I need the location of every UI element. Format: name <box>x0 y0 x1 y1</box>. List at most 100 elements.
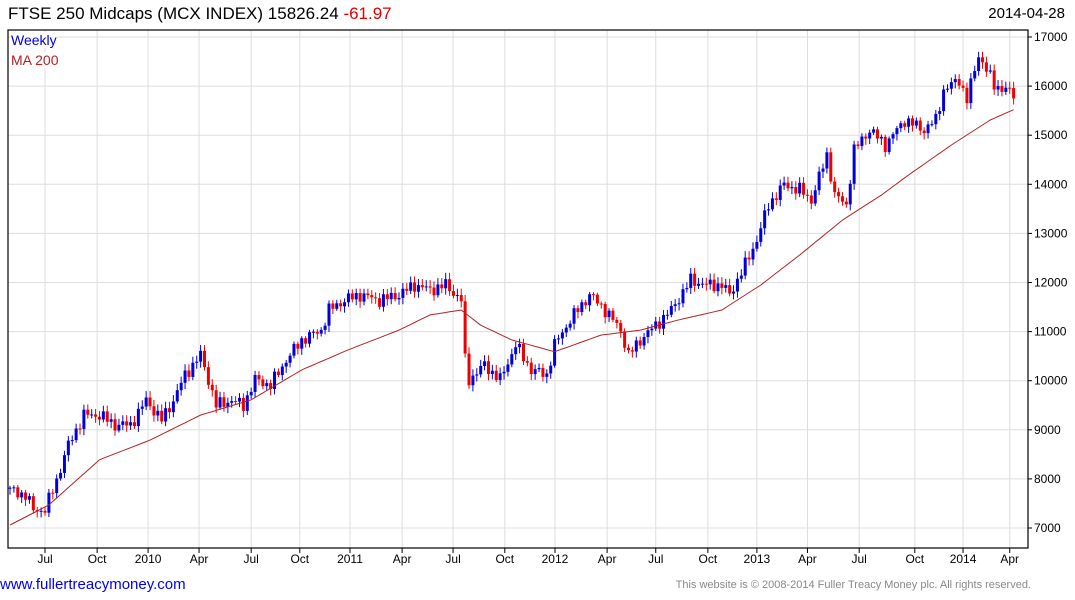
candle-body <box>156 410 160 416</box>
candle-body <box>662 314 666 329</box>
candle-body <box>545 373 549 377</box>
candle-body <box>234 401 238 403</box>
candle-body <box>568 323 572 328</box>
candle-body <box>343 302 347 307</box>
x-tick-label: Oct <box>905 552 924 566</box>
candle-body <box>311 331 315 333</box>
candle-body <box>136 408 140 427</box>
candle-body <box>891 134 895 139</box>
candle-body <box>887 138 891 152</box>
candle-body <box>498 373 502 380</box>
candle-body <box>868 132 872 139</box>
candle-body <box>94 414 98 417</box>
x-tick-label: Oct <box>495 552 514 566</box>
candle-body <box>475 374 479 376</box>
candle-body <box>459 295 463 302</box>
candle-body <box>319 329 323 334</box>
x-tick-label: 2010 <box>135 552 162 566</box>
candle-body <box>218 397 222 408</box>
x-tick-label: Jul <box>648 552 663 566</box>
candle-body <box>276 371 280 376</box>
candle-body <box>988 70 992 72</box>
candle-body <box>257 375 261 380</box>
candle-body <box>829 152 833 182</box>
x-tick-label: Apr <box>190 552 209 566</box>
site-link[interactable]: www.fullertreacymoney.com <box>0 576 186 593</box>
candle-body <box>708 279 712 285</box>
candle-body <box>611 310 615 320</box>
x-tick-label: Oct <box>699 552 718 566</box>
candle-body <box>813 190 817 204</box>
candle-body <box>654 321 658 329</box>
candle-body <box>370 295 374 298</box>
candle-body <box>222 397 226 407</box>
candle-body <box>506 364 510 372</box>
candle-body <box>358 293 362 302</box>
candle-body <box>541 367 545 377</box>
candle-body <box>809 195 813 204</box>
candle-body <box>167 408 171 413</box>
candle-body <box>101 411 105 420</box>
candle-body <box>109 419 113 422</box>
candle-body <box>78 428 82 430</box>
y-tick-label: 16000 <box>1034 79 1068 93</box>
candle-body <box>514 347 518 355</box>
candles <box>8 51 1016 518</box>
plot-frame <box>7 29 1029 549</box>
candle-body <box>393 292 397 300</box>
candle-body <box>16 487 20 498</box>
candle-body <box>346 293 350 303</box>
candle-body <box>354 293 358 300</box>
candle-body <box>51 492 55 494</box>
x-tick-label: Apr <box>1000 552 1019 566</box>
candle-body <box>934 113 938 125</box>
candle-body <box>132 422 136 427</box>
y-tick-label: 14000 <box>1034 177 1068 191</box>
candle-body <box>129 422 133 426</box>
candle-body <box>1008 87 1012 89</box>
y-tick-label: 8000 <box>1034 472 1061 486</box>
candle-body <box>518 343 522 348</box>
candle-body <box>12 487 16 489</box>
candle-body <box>203 350 206 368</box>
candle-body <box>20 492 24 498</box>
candle-body <box>553 339 557 366</box>
candle-body <box>864 136 868 139</box>
candle-body <box>432 287 436 296</box>
candle-body <box>833 181 837 193</box>
candle-body <box>560 332 564 339</box>
candle-body <box>669 306 673 315</box>
candle-body <box>977 57 981 72</box>
candle-body <box>743 257 747 276</box>
candle-body <box>397 297 401 300</box>
candle-body <box>183 370 187 383</box>
candle-body <box>253 375 257 392</box>
candle-body <box>195 361 199 363</box>
candle-body <box>463 301 467 354</box>
candle-body <box>486 361 490 375</box>
candle-body <box>144 397 148 407</box>
candle-body <box>595 294 599 304</box>
candle-body <box>304 338 308 344</box>
candle-body <box>942 89 946 112</box>
candle-body <box>280 366 284 376</box>
x-tick-label: 2012 <box>542 552 569 566</box>
candle-body <box>646 330 650 338</box>
last-price: 15826.24 <box>267 4 339 23</box>
x-tick-label: Apr <box>393 552 412 566</box>
candle-body <box>899 123 903 129</box>
candle-body <box>230 401 234 403</box>
candle-body <box>175 390 179 402</box>
candle-body <box>805 194 809 196</box>
candle-body <box>681 289 685 304</box>
candle-body <box>914 120 918 126</box>
candle-body <box>339 303 343 307</box>
candle-body <box>284 362 288 367</box>
candle-body <box>300 338 304 349</box>
candle-body <box>479 366 483 375</box>
candle-body <box>533 369 537 375</box>
y-tick-label: 9000 <box>1034 423 1061 437</box>
candle-body <box>238 397 242 402</box>
candle-body <box>444 279 448 289</box>
